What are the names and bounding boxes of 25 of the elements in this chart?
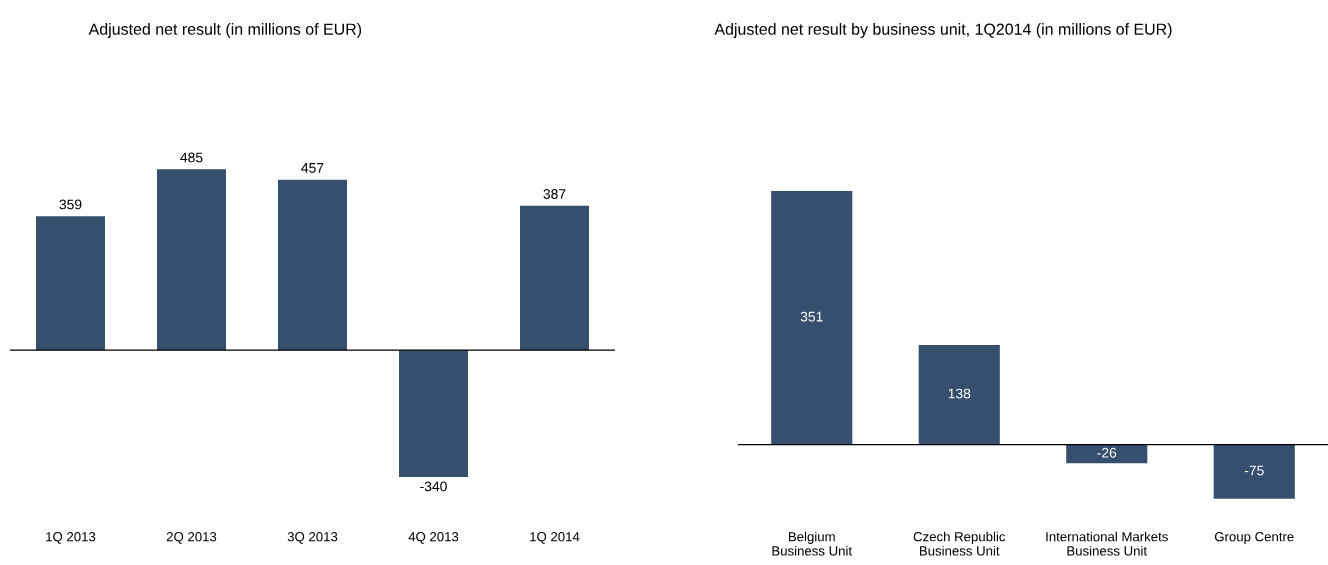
chart-title: Adjusted net result by business unit, 1Q2014 (in millions of EUR) bbox=[714, 23, 1172, 38]
bar bbox=[278, 179, 347, 351]
x-tick-label: Czech Republic Business Unit bbox=[913, 531, 1006, 556]
data-label: -75 bbox=[1244, 465, 1264, 476]
data-label: 485 bbox=[180, 152, 203, 163]
x-tick-label: 1Q 2014 bbox=[530, 532, 580, 544]
data-label: 351 bbox=[800, 311, 823, 322]
bar bbox=[157, 169, 226, 351]
x-tick-label: 2Q 2013 bbox=[166, 532, 217, 544]
x-tick-label: Belgium Business Unit bbox=[772, 531, 852, 556]
x-tick-label: Group Centre bbox=[1214, 532, 1294, 544]
data-label: 457 bbox=[301, 163, 324, 173]
bar bbox=[520, 205, 589, 351]
x-tick-label: International Markets Business Unit bbox=[1046, 531, 1168, 556]
chart-title: Adjusted net result (in millions of EUR) bbox=[88, 23, 362, 38]
data-label: 359 bbox=[59, 199, 82, 210]
bar bbox=[399, 350, 468, 477]
data-label: 387 bbox=[543, 189, 566, 199]
data-label: -340 bbox=[420, 481, 447, 492]
x-tick-label: 3Q 2013 bbox=[287, 532, 338, 544]
bar bbox=[36, 216, 105, 351]
x-tick-label: 4Q 2013 bbox=[408, 532, 459, 544]
x-tick-label: 1Q 2013 bbox=[46, 532, 96, 544]
data-label: -26 bbox=[1097, 447, 1117, 458]
data-label: 138 bbox=[948, 388, 971, 399]
